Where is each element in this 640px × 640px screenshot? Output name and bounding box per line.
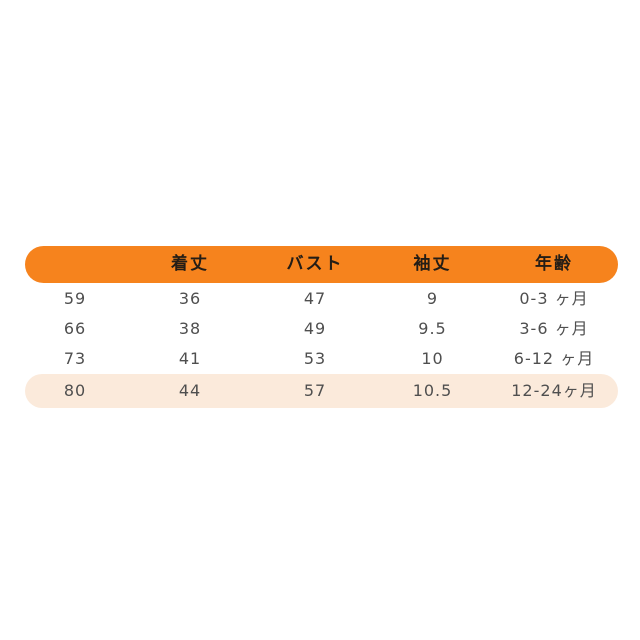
table-cell-length: 38 [178, 319, 202, 338]
table-cell-bust: 49 [303, 319, 327, 338]
table-body: 59 36 47 9 0-3 ヶ月 66 38 49 9.5 3-6 ヶ月 73… [25, 284, 618, 408]
table-cell-sleeve: 9 [426, 289, 439, 308]
table-cell-age: 6-12 ヶ月 [513, 349, 595, 368]
table-cell-size: 59 [63, 289, 87, 308]
table-cell-bust: 57 [303, 381, 327, 400]
table-cell-age: 3-6 ヶ月 [519, 319, 589, 338]
table-row: 59 36 47 9 0-3 ヶ月 [25, 284, 618, 314]
table-cell-bust: 53 [303, 349, 327, 368]
size-chart-table: 着丈 バスト 袖丈 年齢 59 36 47 9 0-3 ヶ月 66 38 49 … [25, 246, 618, 408]
table-cell-sleeve: 10.5 [412, 381, 453, 400]
table-cell-length: 36 [178, 289, 202, 308]
table-cell-size: 73 [63, 349, 87, 368]
header-cell-age: 年齢 [535, 254, 573, 274]
table-row: 73 41 53 10 6-12 ヶ月 [25, 344, 618, 374]
header-cell-length: 着丈 [171, 254, 209, 274]
header-cell-sleeve: 袖丈 [413, 254, 452, 274]
table-cell-length: 41 [178, 349, 202, 368]
table-header-row: 着丈 バスト 袖丈 年齢 [25, 246, 618, 283]
table-cell-size: 80 [63, 381, 87, 400]
table-cell-size: 66 [63, 319, 87, 338]
table-cell-sleeve: 10 [421, 349, 444, 368]
header-cell-bust: バスト [286, 254, 344, 274]
table-row-highlighted: 80 44 57 10.5 12-24ヶ月 [25, 374, 618, 408]
table-cell-age: 12-24ヶ月 [511, 381, 597, 400]
table-cell-length: 44 [178, 381, 202, 400]
table-cell-age: 0-3 ヶ月 [519, 289, 589, 308]
table-row: 66 38 49 9.5 3-6 ヶ月 [25, 314, 618, 344]
table-cell-sleeve: 9.5 [418, 319, 447, 338]
table-cell-bust: 47 [303, 289, 327, 308]
